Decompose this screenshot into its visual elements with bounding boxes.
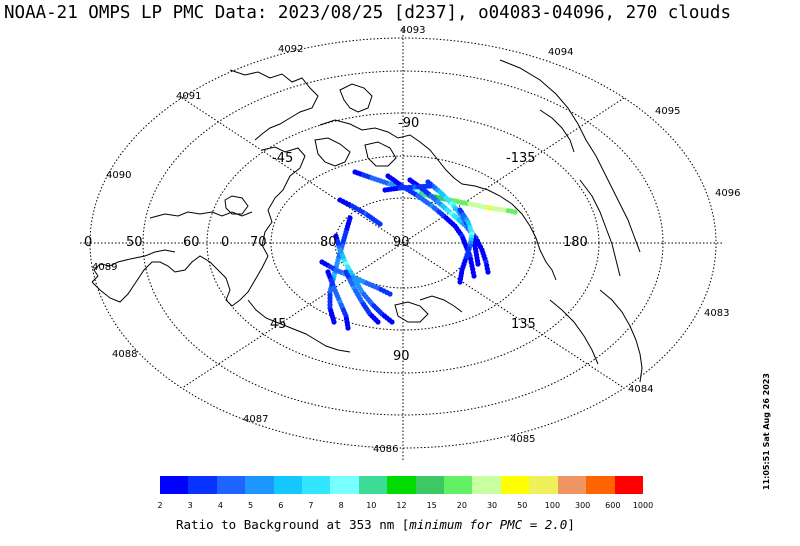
- colorbar-tick-label: 2: [157, 501, 163, 510]
- colorbar-swatch: [557, 476, 587, 494]
- colorbar-swatch: [358, 476, 388, 494]
- orbit-label: 4087: [243, 414, 268, 425]
- pmc-orbit-track: [457, 207, 475, 285]
- colorbar-tick-label: 6: [278, 501, 284, 510]
- orbit-label: 4088: [112, 349, 137, 360]
- colorbar-tick-label: 600: [605, 501, 621, 510]
- colorbar-tick-label: 30: [486, 501, 498, 510]
- pmc-track-layer: [319, 169, 518, 331]
- colorbar: [160, 476, 643, 494]
- pmc-cloud-point: [475, 261, 481, 267]
- colorbar-tick-label: 8: [338, 501, 344, 510]
- colorbar-swatch: [273, 476, 303, 494]
- orbit-label: 4094: [548, 47, 573, 58]
- orbit-label: 4095: [655, 106, 680, 117]
- page-title: NOAA-21 OMPS LP PMC Data: 2023/08/25 [d2…: [4, 3, 731, 23]
- orbit-label: 4090: [106, 170, 131, 181]
- pmc-orbit-track: [343, 269, 381, 325]
- longitude-label: 80: [320, 235, 337, 250]
- colorbar-swatch: [330, 476, 359, 494]
- pmc-orbit-track: [337, 197, 383, 227]
- colorbar-swatch: [188, 476, 217, 494]
- pmc-cloud-point: [345, 325, 351, 331]
- orbit-number-labels: 4093 4094 4092 4095 4091 4096 4090 4089 …: [92, 25, 740, 455]
- longitude-label: 180: [563, 235, 588, 250]
- pmc-cloud-point: [331, 319, 337, 325]
- pmc-cloud-point: [471, 273, 477, 279]
- longitude-label: 0: [84, 235, 92, 250]
- colorbar-tick-label: 20: [456, 501, 467, 510]
- pmc-cloud-point: [427, 183, 433, 189]
- colorbar-tick-label: 3: [187, 501, 193, 510]
- pmc-cloud-point: [389, 319, 395, 325]
- pmc-orbit-track: [325, 269, 351, 331]
- pmc-cloud-point: [375, 319, 381, 325]
- pmc-cloud-point: [377, 221, 383, 227]
- pmc-orbit-track: [333, 233, 395, 325]
- colorbar-tick-label: 50: [517, 501, 528, 510]
- colorbar-caption: Ratio to Background at 353 nm [minimum f…: [176, 517, 575, 532]
- colorbar-swatch: [614, 476, 643, 494]
- longitude-label: -135: [506, 151, 536, 166]
- colorbar-caption-suffix: ]: [567, 517, 575, 532]
- longitude-label: 90: [393, 235, 410, 250]
- longitude-label: 90: [393, 349, 410, 364]
- map-graticule: [80, 28, 724, 460]
- colorbar-tick-labels: 2 3 4 5 6 7 8 10 12 15 20 30 50 100 300 600 1000: [157, 501, 653, 513]
- longitude-label: 50: [126, 235, 143, 250]
- orbit-label: 4086: [373, 444, 398, 455]
- colorbar-tick-label: 12: [396, 501, 407, 510]
- colorbar-tick-label: 300: [574, 501, 591, 510]
- longitude-label: 45: [270, 317, 287, 332]
- pmc-cloud-point: [512, 209, 518, 215]
- longitude-label: 70: [250, 235, 267, 250]
- coastlines: [91, 59, 643, 383]
- colorbar-caption-minimum: minimum for PMC = 2.0: [409, 517, 568, 532]
- colorbar-swatch: [387, 476, 416, 494]
- colorbar-swatch: [415, 476, 445, 494]
- colorbar-swatch: [444, 476, 473, 494]
- pmc-cloud-point: [457, 279, 463, 285]
- colorbar-swatch: [586, 476, 615, 494]
- colorbar-swatch: [216, 476, 246, 494]
- colorbar-swatch: [302, 476, 331, 494]
- colorbar-swatch: [160, 476, 189, 494]
- colorbar-tick-label: 4: [217, 501, 223, 510]
- longitude-label: 135: [511, 317, 536, 332]
- colorbar-tick-label: 1000: [632, 501, 654, 510]
- pmc-orbit-track: [385, 173, 477, 279]
- colorbar-tick-label: 15: [426, 501, 437, 510]
- generation-timestamp: 11:05:51 Sat Aug 26 2023: [762, 373, 771, 490]
- orbit-label: 4093: [400, 25, 425, 36]
- pmc-orbit-track: [382, 183, 433, 193]
- colorbar-swatch: [245, 476, 274, 494]
- orbit-label: 4083: [704, 308, 729, 319]
- longitude-label: -90: [398, 116, 419, 131]
- pmc-cloud-point: [485, 269, 491, 275]
- orbit-label: 4089: [92, 262, 117, 273]
- colorbar-swatch: [529, 476, 558, 494]
- colorbar-tick-label: 5: [248, 501, 254, 510]
- colorbar-tick-label: 10: [366, 501, 377, 510]
- colorbar-caption-prefix: Ratio to Background at 353 nm [: [176, 517, 410, 532]
- colorbar-tick-label: 7: [308, 501, 314, 510]
- pmc-cloud-point: [387, 291, 393, 297]
- orbit-label: 4091: [176, 91, 201, 102]
- longitude-label: 0: [221, 235, 229, 250]
- colorbar-swatch: [500, 476, 530, 494]
- colorbar-swatch: [472, 476, 501, 494]
- longitude-label: 60: [183, 235, 200, 250]
- colorbar-tick-label: 100: [544, 501, 561, 510]
- orbit-label: 4084: [628, 384, 653, 395]
- longitude-labels: -90 -45 -135 0 50 60 0 70 80 90 180 45 1…: [84, 116, 588, 364]
- orbit-label: 4085: [510, 434, 535, 445]
- orbit-label: 4092: [278, 44, 303, 55]
- orbit-label: 4096: [715, 188, 740, 199]
- longitude-label: -45: [272, 151, 293, 166]
